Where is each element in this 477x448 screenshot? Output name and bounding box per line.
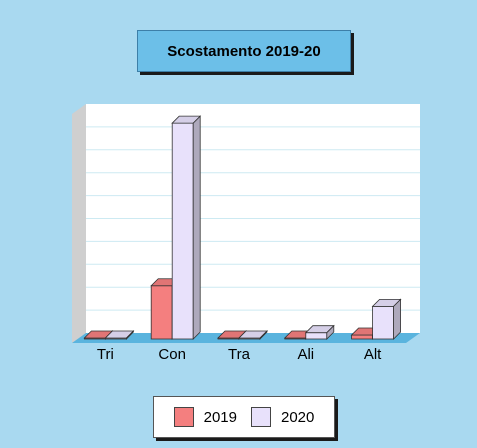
chart-legend: 2019 2020 [153,396,335,438]
legend-label-2020: 2020 [281,408,315,426]
side-wall [72,104,86,343]
bar-2020-alt [372,305,395,340]
tick-label-con: Con [158,346,186,363]
bar-2020-con-side [192,115,201,340]
legend-label-2019: 2019 [203,408,237,426]
bar-2020-tra-side [259,330,268,340]
bar-2020-tri-side [126,330,134,340]
legend-item-2020: 2020 [251,407,314,427]
bar-2019-con [150,285,173,340]
legend-swatch-2020 [251,407,271,427]
bar-2020-ali [305,332,328,340]
tick-label-ali: Ali [297,346,314,363]
tick-label-alt: Alt [364,346,382,363]
tick-label-tri: Tri [97,346,114,363]
bar-2019-alt [351,334,374,340]
bar-2020-ali-side [326,324,335,340]
bar-2020-alt-side [393,298,402,340]
bar-2020-con [171,122,194,340]
legend-swatch-2019 [173,407,194,427]
tick-label-tra: Tra [228,346,251,363]
chart-title: Scostamento 2019-20 [137,30,351,72]
legend-item-2019: 2019 [173,407,237,427]
